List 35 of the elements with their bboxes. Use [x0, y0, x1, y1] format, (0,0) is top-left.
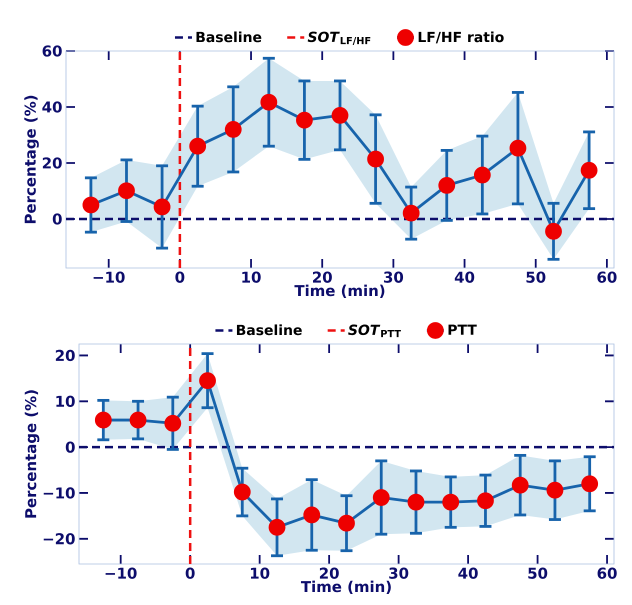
y-tick-label: 20 [42, 157, 62, 169]
x-tick-label: 20 [313, 272, 332, 283]
y-tick-label: −10 [44, 487, 75, 499]
y-tick-label: 10 [56, 396, 75, 407]
y-tick-label: 0 [66, 441, 75, 453]
legend-label: SOT$_{LF/HF}$ [308, 32, 370, 46]
y-axis-title: Percentage (%) [24, 96, 39, 224]
x-tick-label: 50 [526, 272, 546, 283]
x-tick-label: 30 [389, 568, 408, 579]
legend-label: PTT [448, 324, 477, 335]
y-tick-label: −20 [44, 533, 75, 544]
y-tick-label: 20 [56, 350, 75, 362]
x-tick-label: −10 [106, 568, 137, 579]
y-axis-title: Percentage (%) [24, 390, 40, 518]
y-tick-label: 40 [42, 101, 62, 113]
legend-label: SOT$_{PTT}$ [348, 324, 401, 338]
x-axis-title: Time (min) [300, 580, 391, 594]
x-tick-label: 60 [597, 272, 617, 283]
legend-label: Baseline [236, 324, 302, 336]
y-tick-label: 0 [52, 213, 62, 225]
x-tick-label: 0 [186, 568, 195, 579]
x-tick-label: 40 [458, 568, 478, 579]
x-tick-label: 40 [454, 272, 474, 283]
x-tick-label: 10 [242, 272, 261, 283]
x-tick-label: 0 [175, 272, 184, 283]
x-tick-label: 10 [250, 568, 270, 579]
x-tick-label: 20 [320, 568, 339, 579]
x-tick-label: 60 [598, 568, 617, 579]
x-tick-label: −10 [94, 272, 125, 283]
x-tick-label: 50 [528, 568, 548, 579]
x-axis-title: Time (min) [294, 284, 384, 298]
legend-label: LF/HF ratio [418, 31, 504, 44]
y-tick-label: 60 [42, 45, 62, 57]
x-tick-label: 30 [384, 272, 404, 283]
legend-label: Baseline [196, 31, 262, 42]
